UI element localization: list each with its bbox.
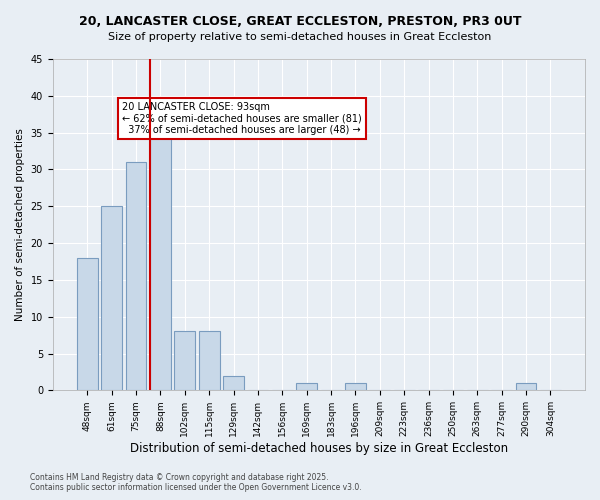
Bar [296, 383, 317, 390]
Text: Size of property relative to semi-detached houses in Great Eccleston: Size of property relative to semi-detach… [109, 32, 491, 42]
Y-axis label: Number of semi-detached properties: Number of semi-detached properties [15, 128, 25, 321]
Text: 20 LANCASTER CLOSE: 93sqm
← 62% of semi-detached houses are smaller (81)
  37% o: 20 LANCASTER CLOSE: 93sqm ← 62% of semi-… [122, 102, 362, 136]
Bar [101, 206, 122, 390]
Text: Contains HM Land Registry data © Crown copyright and database right 2025.
Contai: Contains HM Land Registry data © Crown c… [30, 473, 362, 492]
Bar [345, 383, 366, 390]
Bar [223, 376, 244, 390]
Bar [175, 332, 195, 390]
Bar [77, 258, 98, 390]
Bar [516, 383, 536, 390]
X-axis label: Distribution of semi-detached houses by size in Great Eccleston: Distribution of semi-detached houses by … [130, 442, 508, 455]
Bar [199, 332, 220, 390]
Bar [126, 162, 146, 390]
Bar [150, 126, 171, 390]
Text: 20, LANCASTER CLOSE, GREAT ECCLESTON, PRESTON, PR3 0UT: 20, LANCASTER CLOSE, GREAT ECCLESTON, PR… [79, 15, 521, 28]
